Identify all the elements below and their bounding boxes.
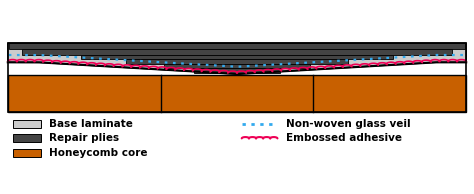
Bar — [22, 49, 452, 55]
Bar — [81, 55, 393, 59]
Bar — [8, 43, 466, 112]
Bar — [126, 59, 348, 64]
Bar — [12, 149, 41, 157]
Bar — [194, 68, 280, 73]
Bar — [12, 134, 41, 142]
Polygon shape — [8, 43, 466, 74]
Text: Repair plies: Repair plies — [49, 133, 119, 143]
Bar — [12, 120, 41, 128]
Bar — [9, 43, 465, 49]
Text: Non-woven glass veil: Non-woven glass veil — [286, 119, 410, 129]
Text: Base laminate: Base laminate — [49, 119, 133, 129]
Text: Honeycomb core: Honeycomb core — [49, 148, 148, 158]
Bar — [8, 75, 466, 112]
Bar — [164, 64, 310, 68]
Text: Embossed adhesive: Embossed adhesive — [286, 133, 401, 143]
